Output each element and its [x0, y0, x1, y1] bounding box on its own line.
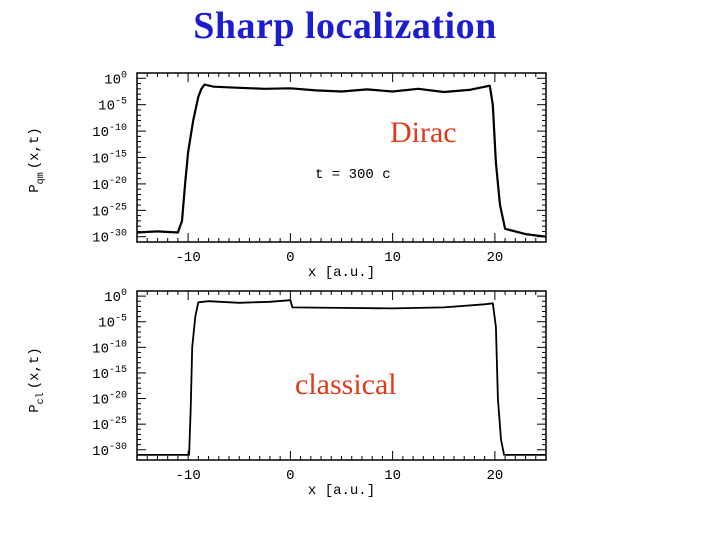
y-tick-label: 10-30	[92, 229, 127, 247]
y-axis-label: Pcl(x,t)	[27, 347, 47, 412]
annotation-label: Dirac	[390, 116, 457, 149]
y-tick-label: 100	[104, 288, 127, 306]
time-label: t = 300 c	[315, 167, 391, 183]
y-tick-label: 100	[104, 70, 127, 88]
page-title: Sharp localization	[193, 5, 497, 47]
x-tick-label: 0	[286, 468, 294, 484]
x-tick-label: 10	[384, 250, 401, 266]
chart-panel-top: -10 0 10 20 100 10-5 10-10 10-15 10-20 10-25 10-30…	[27, 70, 547, 281]
x-axis-label: x [a.u.]	[308, 265, 375, 281]
x-axis-label: x [a.u.]	[308, 483, 375, 499]
annotation-label: classical	[295, 368, 397, 401]
x-tick-label: 20	[486, 468, 503, 484]
series-line-bottom	[137, 299, 546, 456]
y-tick-label: 10-30	[92, 442, 127, 460]
x-tick-label: 10	[384, 468, 401, 484]
chart-panel-bottom: -10 0 10 20 100 10-5 10-10 10-15 10-20 10-25 10-30…	[27, 288, 547, 499]
y-tick-label: 10-15	[92, 365, 127, 383]
x-tick-label: 20	[486, 250, 503, 266]
y-tick-label: 10-25	[92, 202, 127, 220]
y-tick-label: 10-5	[98, 314, 127, 332]
y-tick-label: 10-10	[92, 339, 127, 357]
y-axis-label: Pqm(x,t)	[27, 127, 47, 192]
x-tick-label: -10	[176, 468, 201, 484]
y-tick-label: 10-20	[92, 176, 127, 194]
x-tick-label: 0	[286, 250, 294, 266]
y-tick-label: 10-5	[98, 97, 127, 115]
x-tick-label: -10	[176, 250, 201, 266]
y-tick-label: 10-15	[92, 150, 127, 168]
y-tick-label: 10-20	[92, 391, 127, 409]
y-tick-label: 10-25	[92, 416, 127, 434]
series-line-top	[136, 83, 547, 238]
y-tick-label: 10-10	[92, 123, 127, 141]
